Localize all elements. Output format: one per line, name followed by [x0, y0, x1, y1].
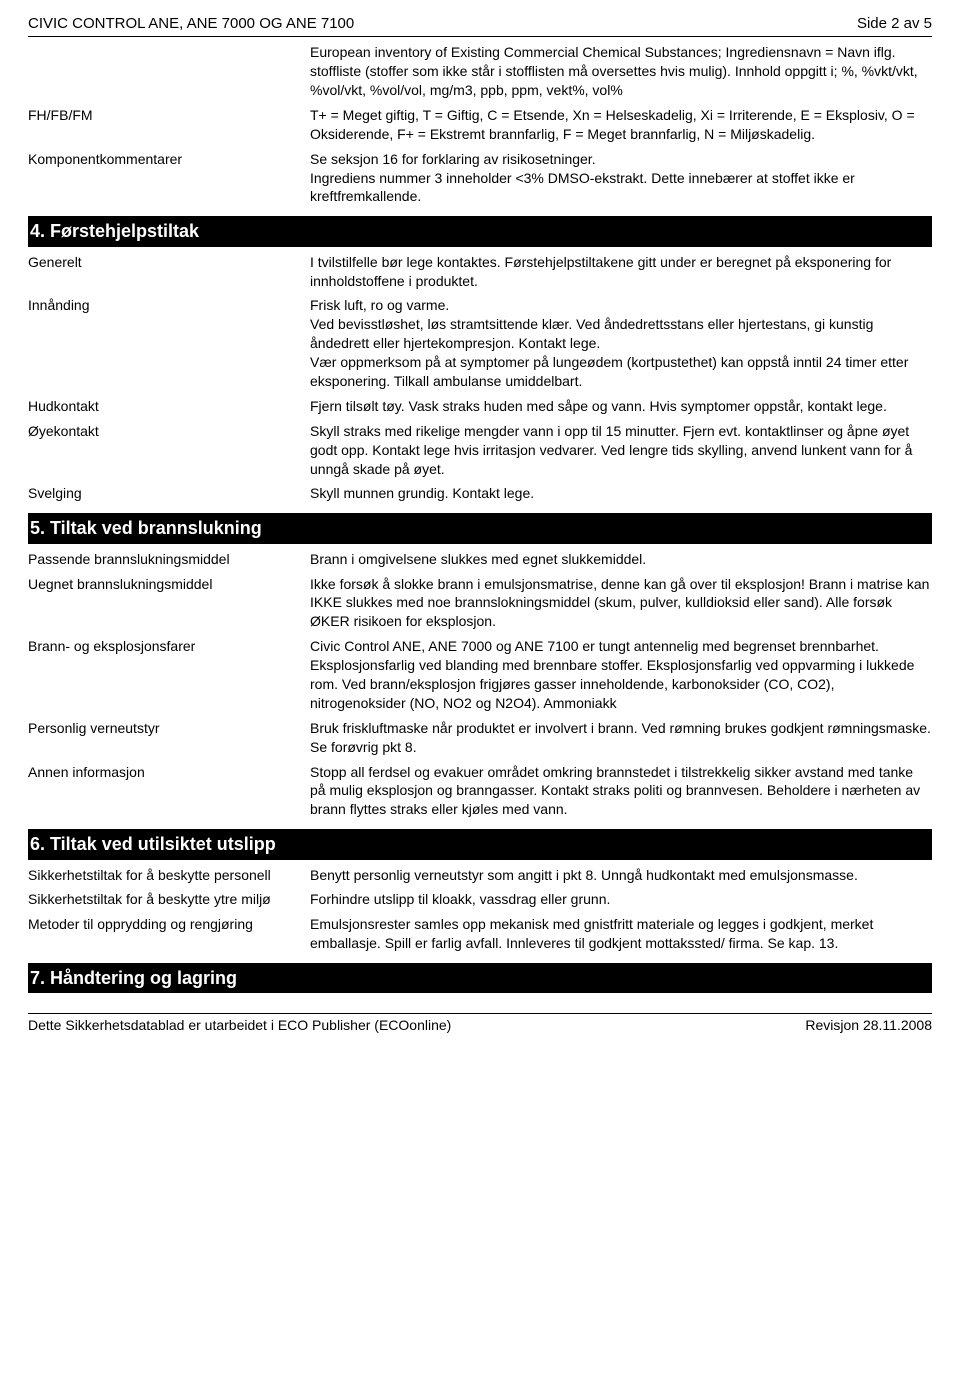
kv-value: Fjern tilsølt tøy. Vask straks huden med… — [310, 397, 932, 416]
doc-title: CIVIC CONTROL ANE, ANE 7000 OG ANE 7100 — [28, 14, 354, 34]
kv-label: Innånding — [28, 296, 310, 390]
kv-label: Annen informasjon — [28, 763, 310, 820]
kv-label: Metoder til opprydding og rengjøring — [28, 915, 310, 953]
kv-label: Personlig verneutstyr — [28, 719, 310, 757]
kv-label: Generelt — [28, 253, 310, 291]
kv-value: Skyll munnen grundig. Kontakt lege. — [310, 484, 932, 503]
top-kv-rows: FH/FB/FMT+ = Meget giftig, T = Giftig, C… — [28, 106, 932, 206]
kv-value: Civic Control ANE, ANE 7000 og ANE 7100 … — [310, 637, 932, 713]
kv-row: HudkontaktFjern tilsølt tøy. Vask straks… — [28, 397, 932, 416]
kv-label: Brann- og eksplosjonsfarer — [28, 637, 310, 713]
section-body: GenereltI tvilstilfelle bør lege kontakt… — [28, 253, 932, 504]
kv-row: Sikkerhetstiltak for å beskytte ytre mil… — [28, 890, 932, 909]
kv-row: SvelgingSkyll munnen grundig. Kontakt le… — [28, 484, 932, 503]
kv-row: Annen informasjonStopp all ferdsel og ev… — [28, 763, 932, 820]
kv-label: Hudkontakt — [28, 397, 310, 416]
kv-label: FH/FB/FM — [28, 106, 310, 144]
kv-label: Passende brannslukningsmiddel — [28, 550, 310, 569]
section-header: 6. Tiltak ved utilsiktet utslipp — [28, 829, 932, 859]
kv-value: Ikke forsøk å slokke brann i emulsjonsma… — [310, 575, 932, 632]
kv-row: ØyekontaktSkyll straks med rikelige meng… — [28, 422, 932, 479]
kv-row: FH/FB/FMT+ = Meget giftig, T = Giftig, C… — [28, 106, 932, 144]
kv-row: Personlig verneutstyrBruk friskluftmaske… — [28, 719, 932, 757]
kv-row: GenereltI tvilstilfelle bør lege kontakt… — [28, 253, 932, 291]
section-header: 7. Håndtering og lagring — [28, 963, 932, 993]
kv-row: Metoder til opprydding og rengjøringEmul… — [28, 915, 932, 953]
page-indicator: Side 2 av 5 — [857, 14, 932, 34]
kv-value: I tvilstilfelle bør lege kontaktes. Førs… — [310, 253, 932, 291]
kv-value: Forhindre utslipp til kloakk, vassdrag e… — [310, 890, 932, 909]
section-body: Sikkerhetstiltak for å beskytte personel… — [28, 866, 932, 954]
kv-value: Frisk luft, ro og varme.Ved bevisstløshe… — [310, 296, 932, 390]
sections-container: 4. Førstehjelpstiltak GenereltI tvilstilf… — [28, 216, 932, 993]
section-body: Passende brannslukningsmiddelBrann i omg… — [28, 550, 932, 820]
footer-right: Revisjon 28.11.2008 — [805, 1016, 932, 1035]
section-header: 5. Tiltak ved brannslukning — [28, 513, 932, 543]
kv-row: KomponentkommentarerSe seksjon 16 for fo… — [28, 150, 932, 207]
kv-label: Uegnet brannslukningsmiddel — [28, 575, 310, 632]
kv-row: Brann- og eksplosjonsfarerCivic Control … — [28, 637, 932, 713]
kv-row: Passende brannslukningsmiddelBrann i omg… — [28, 550, 932, 569]
page-footer: Dette Sikkerhetsdatablad er utarbeidet i… — [28, 1013, 932, 1035]
kv-value: Stopp all ferdsel og evakuer området omk… — [310, 763, 932, 820]
kv-value: Brann i omgivelsene slukkes med egnet sl… — [310, 550, 932, 569]
kv-label: Øyekontakt — [28, 422, 310, 479]
kv-value: T+ = Meget giftig, T = Giftig, C = Etsen… — [310, 106, 932, 144]
kv-value: Benytt personlig verneutstyr som angitt … — [310, 866, 932, 885]
kv-label: Svelging — [28, 484, 310, 503]
kv-label: Komponentkommentarer — [28, 150, 310, 207]
section-header: 4. Førstehjelpstiltak — [28, 216, 932, 246]
footer-left: Dette Sikkerhetsdatablad er utarbeidet i… — [28, 1016, 451, 1035]
intro-text: European inventory of Existing Commercia… — [310, 43, 932, 100]
kv-row: Uegnet brannslukningsmiddelIkke forsøk å… — [28, 575, 932, 632]
kv-label: Sikkerhetstiltak for å beskytte personel… — [28, 866, 310, 885]
page-header: CIVIC CONTROL ANE, ANE 7000 OG ANE 7100 … — [28, 14, 932, 37]
kv-label: Sikkerhetstiltak for å beskytte ytre mil… — [28, 890, 310, 909]
kv-row: InnåndingFrisk luft, ro og varme.Ved bev… — [28, 296, 932, 390]
kv-value: Bruk friskluftmaske når produktet er inv… — [310, 719, 932, 757]
kv-value: Se seksjon 16 for forklaring av risikose… — [310, 150, 932, 207]
kv-value: Skyll straks med rikelige mengder vann i… — [310, 422, 932, 479]
kv-value: Emulsjonsrester samles opp mekanisk med … — [310, 915, 932, 953]
kv-row: Sikkerhetstiltak for å beskytte personel… — [28, 866, 932, 885]
